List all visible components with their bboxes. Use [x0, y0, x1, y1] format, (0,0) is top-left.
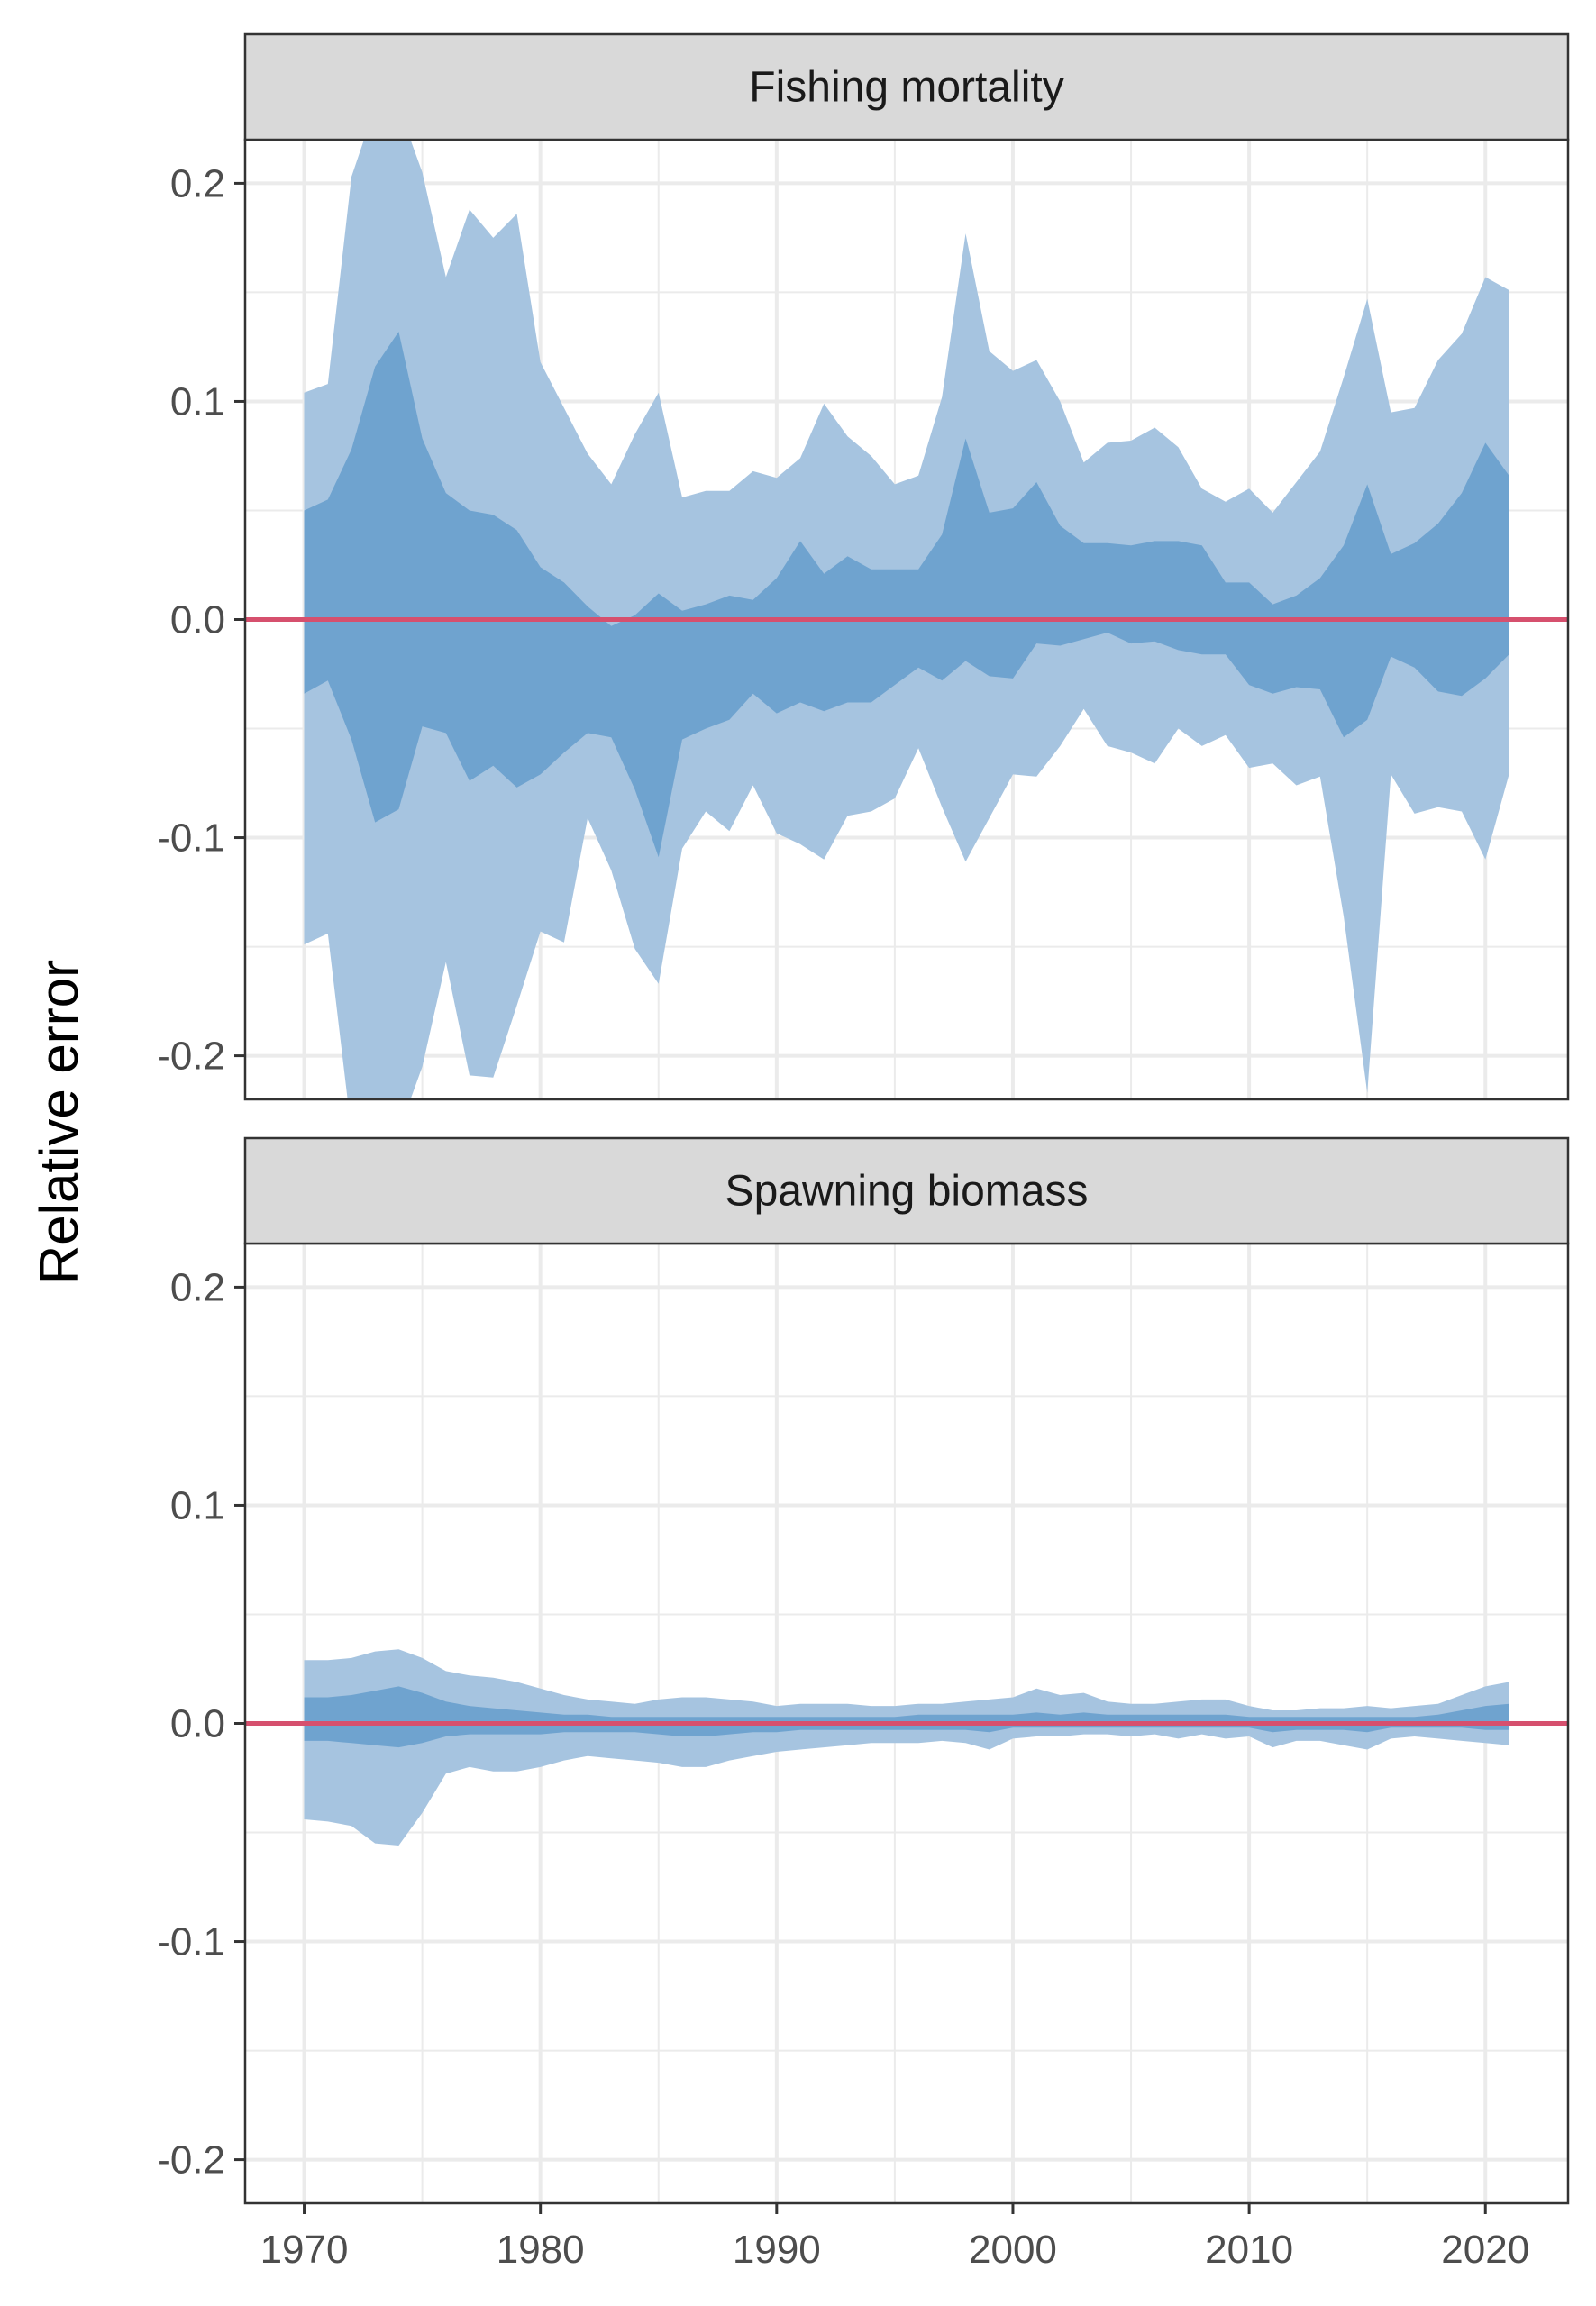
panel-2: Spawning biomass -0.2 -0.1 0.0 0.1 0.2 1970 198… — [157, 1136, 1570, 2272]
y-tick-label: 0.0 — [170, 1702, 225, 1746]
y-tick-label: 0.1 — [170, 379, 225, 424]
y-tick-label: -0.1 — [157, 1920, 225, 1964]
y-tick-label: -0.2 — [157, 1035, 225, 1079]
y-tick-label: -0.1 — [157, 816, 225, 861]
outer-interval-band — [304, 1649, 1509, 1846]
y-tick-label: 0.0 — [170, 598, 225, 643]
facet-strip — [243, 32, 1570, 141]
y-tick-label: -0.2 — [157, 2138, 225, 2183]
facet-strip — [243, 1136, 1570, 1245]
x-tick-label: 2020 — [1441, 2228, 1529, 2272]
x-tick-label: 1990 — [733, 2228, 821, 2272]
inner-interval-band — [304, 332, 1509, 858]
facet-strip-label: Spawning biomass — [725, 1168, 1089, 1216]
y-tick-label: 0.2 — [170, 1265, 225, 1309]
x-tick-label: 1970 — [260, 2228, 349, 2272]
facet-strip-label: Fishing mortality — [749, 64, 1063, 112]
panel-1: Fishing mortality -0.2 -0.1 0.0 0.1 0.2 — [157, 32, 1570, 1101]
y-tick-label: 0.1 — [170, 1483, 225, 1527]
x-tick-label: 2010 — [1205, 2228, 1293, 2272]
x-tick-label: 1980 — [497, 2228, 585, 2272]
x-tick-label: 2000 — [969, 2228, 1057, 2272]
y-axis-title: Relative error — [29, 960, 89, 1284]
y-tick-label: 0.2 — [170, 161, 225, 205]
inner-interval-band — [304, 1686, 1509, 1748]
